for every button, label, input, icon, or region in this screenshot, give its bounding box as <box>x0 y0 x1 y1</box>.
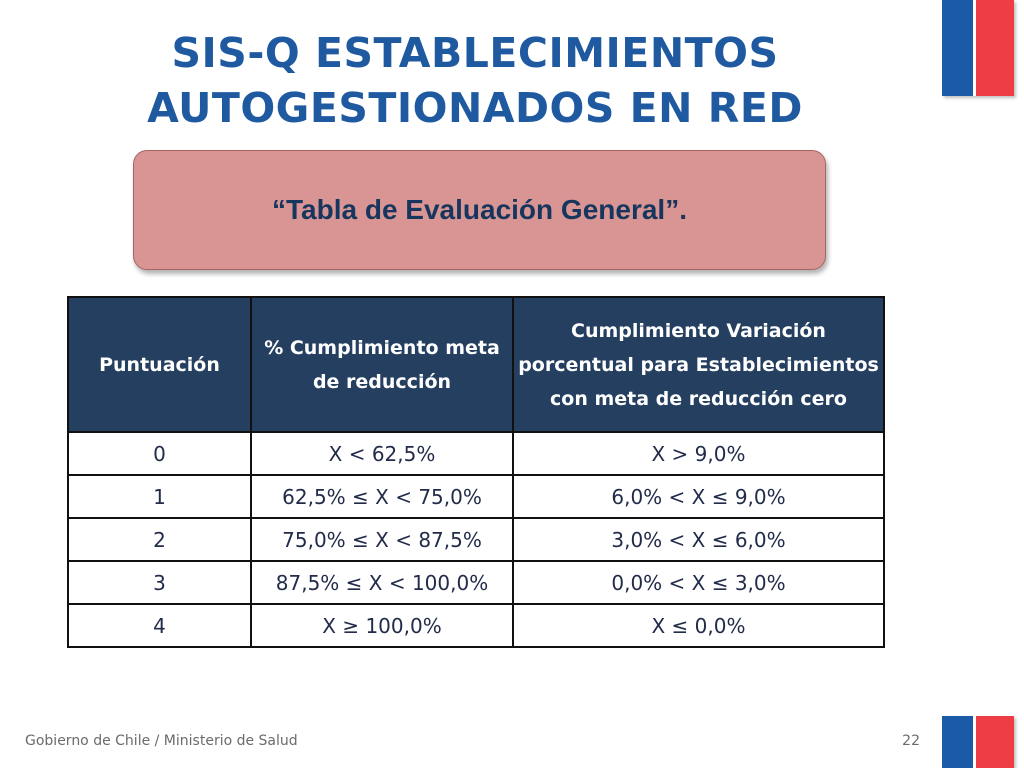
flag-blue-band <box>942 0 973 96</box>
header-puntuacion: Puntuación <box>67 296 252 433</box>
cell-cumplimiento-variacion: 3,0% < X ≤ 6,0% <box>512 517 885 562</box>
cell-cumplimiento-variacion: X ≤ 0,0% <box>512 603 885 648</box>
cell-cumplimiento-variacion: X > 9,0% <box>512 431 885 476</box>
table-row: 2 75,0% ≤ X < 87,5% 3,0% < X ≤ 6,0% <box>67 517 885 562</box>
table-row: 4 X ≥ 100,0% X ≤ 0,0% <box>67 603 885 648</box>
slide-title-line-1: SIS-Q ESTABLECIMIENTOS <box>171 29 779 77</box>
cell-cumplimiento-meta: X ≥ 100,0% <box>250 603 514 648</box>
evaluation-table: Puntuación % Cumplimiento meta de reducc… <box>67 296 885 648</box>
flag-divider <box>973 0 976 96</box>
footer-organization: Gobierno de Chile / Ministerio de Salud <box>25 733 298 749</box>
cell-puntuacion: 4 <box>67 603 252 648</box>
flag-red-band <box>976 0 1014 96</box>
table-header-row: Puntuación % Cumplimiento meta de reducc… <box>67 296 885 433</box>
callout-box: “Tabla de Evaluación General”. <box>133 150 826 270</box>
cell-cumplimiento-variacion: 0,0% < X ≤ 3,0% <box>512 560 885 605</box>
flag-red-band <box>976 716 1014 768</box>
cell-puntuacion: 3 <box>67 560 252 605</box>
chile-flag-logo-bottom <box>942 716 1014 768</box>
slide-title: SIS-Q ESTABLECIMIENTOS AUTOGESTIONADOS E… <box>60 26 890 136</box>
cell-puntuacion: 2 <box>67 517 252 562</box>
header-cumplimiento-variacion: Cumplimiento Variación porcentual para E… <box>512 296 885 433</box>
header-cumplimiento-meta: % Cumplimiento meta de reducción <box>250 296 514 433</box>
cell-cumplimiento-meta: X < 62,5% <box>250 431 514 476</box>
cell-cumplimiento-meta: 87,5% ≤ X < 100,0% <box>250 560 514 605</box>
slide-title-line-2: AUTOGESTIONADOS EN RED <box>147 84 803 132</box>
cell-cumplimiento-variacion: 6,0% < X ≤ 9,0% <box>512 474 885 519</box>
cell-puntuacion: 1 <box>67 474 252 519</box>
flag-blue-band <box>942 716 973 768</box>
table-row: 3 87,5% ≤ X < 100,0% 0,0% < X ≤ 3,0% <box>67 560 885 605</box>
cell-cumplimiento-meta: 75,0% ≤ X < 87,5% <box>250 517 514 562</box>
table-row: 0 X < 62,5% X > 9,0% <box>67 431 885 476</box>
page-number: 22 <box>902 733 920 749</box>
callout-text: “Tabla de Evaluación General”. <box>272 194 687 225</box>
table-row: 1 62,5% ≤ X < 75,0% 6,0% < X ≤ 9,0% <box>67 474 885 519</box>
cell-cumplimiento-meta: 62,5% ≤ X < 75,0% <box>250 474 514 519</box>
cell-puntuacion: 0 <box>67 431 252 476</box>
flag-divider <box>973 716 976 768</box>
chile-flag-logo-top <box>942 0 1014 96</box>
